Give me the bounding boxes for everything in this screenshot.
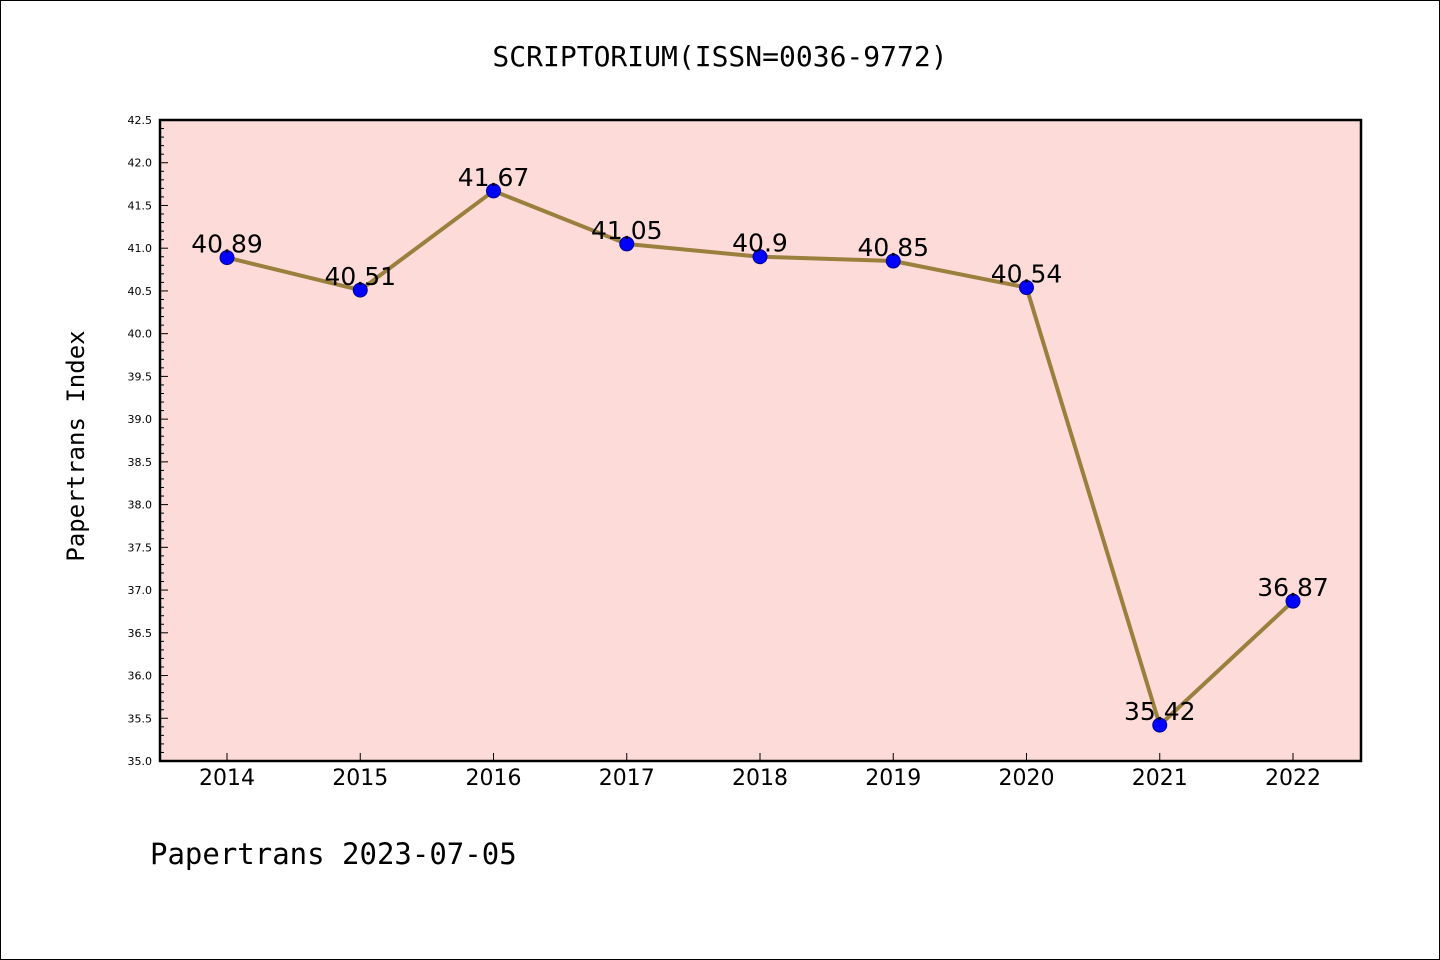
data-label: 40.85 [857,233,929,262]
footer-text: Papertrans 2023-07-05 [150,837,517,871]
data-point [619,236,635,252]
x-axis: 2014 2015 2016 2017 2018 2019 2020 2021 2022 [199,753,1321,791]
data-markers [219,183,1301,733]
data-point [352,282,368,298]
y-tick-label: 40.5 [128,285,153,298]
data-point [1152,717,1168,733]
data-label: 36.87 [1257,573,1329,602]
y-tick-label: 35.5 [128,712,153,725]
x-tick-label: 2018 [732,766,788,791]
y-tick-label: 38.5 [128,456,153,469]
y-tick-label: 36.0 [128,670,153,683]
y-tick-label: 37.5 [128,541,153,554]
y-tick-label: 40.0 [128,328,153,341]
data-label: 40.9 [732,229,788,258]
data-point [219,250,235,266]
data-point [752,249,768,265]
y-tick-label: 39.5 [128,370,153,383]
data-point [885,253,901,269]
y-tick-label: 38.0 [128,499,153,512]
data-point [1019,280,1034,296]
x-tick-label: 2014 [199,766,255,791]
y-axis-label: Papertrans Index [62,330,90,561]
x-tick-label: 2019 [865,766,921,791]
plot-area [160,120,1361,761]
x-tick-label: 2015 [332,766,388,791]
y-axis: 35.0 35.5 36.0 36.5 37.0 37.5 38.0 38.5 39.0 39.5… [128,114,168,768]
data-label: 40.51 [324,262,396,291]
x-tick-label: 2022 [1265,766,1321,791]
y-tick-label: 41.0 [128,242,153,255]
x-tick-label: 2021 [1132,766,1188,791]
data-label: 35.42 [1124,697,1196,726]
y-tick-label: 42.0 [128,157,153,170]
data-label: 40.54 [991,260,1063,289]
plot-border [158,118,1363,763]
y-tick-label: 36.5 [128,627,153,640]
x-tick-label: 2017 [599,766,655,791]
chart-title: SCRIPTORIUM(ISSN=0036-9772) [492,40,947,73]
data-labels: 40.89 40.51 41.67 41.05 40.9 40.85 40.54 35.42 3… [191,163,1329,726]
y-tick-label: 42.5 [128,114,153,127]
data-label: 40.89 [191,230,263,259]
data-point [1285,593,1301,609]
y-tick-label: 35.0 [128,755,153,768]
x-tick-label: 2020 [999,766,1055,791]
data-point [486,183,501,199]
data-label: 41.67 [458,163,530,192]
data-label: 41.05 [591,216,663,245]
y-tick-label: 39.0 [128,413,153,426]
y-tick-label: 41.5 [128,199,153,212]
x-tick-label: 2016 [466,766,522,791]
y-tick-label: 37.0 [128,584,153,597]
